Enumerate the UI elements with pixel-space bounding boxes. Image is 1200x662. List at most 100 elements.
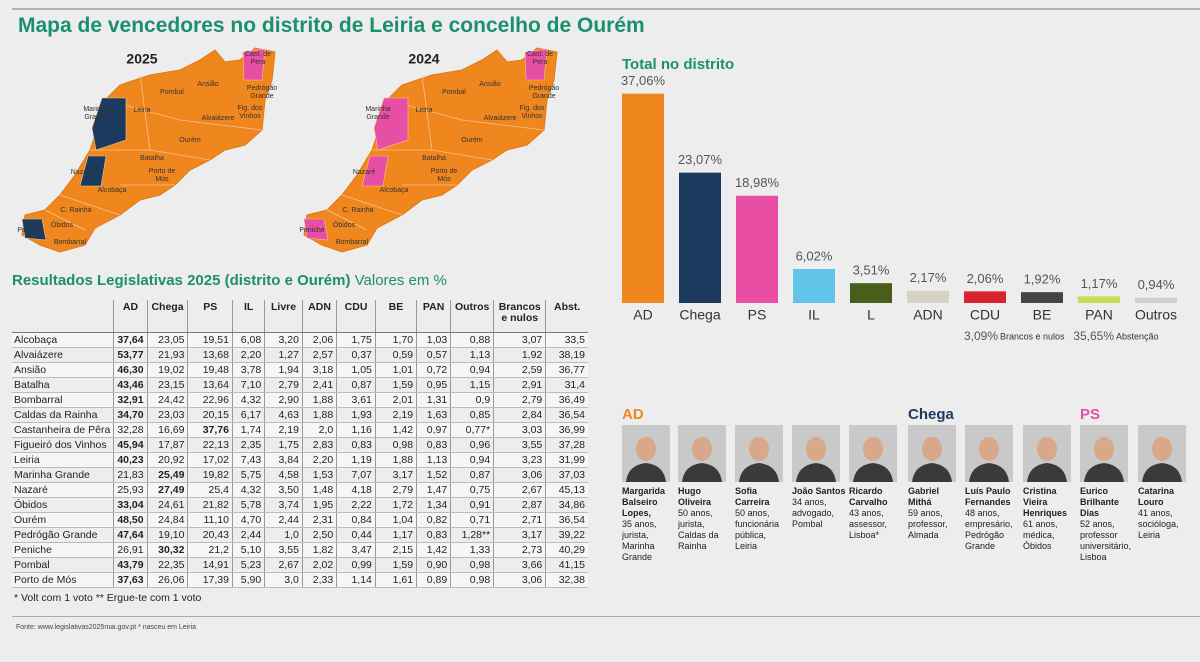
border	[149, 149, 211, 161]
cell: 7,10	[231, 377, 265, 393]
annotation-value: 35,65%	[1073, 329, 1114, 343]
photo	[849, 425, 897, 482]
cell: 37,03	[545, 467, 588, 483]
cell: 2,19	[374, 407, 417, 423]
cell: 1,93	[336, 407, 376, 423]
cell: 1,88	[301, 392, 337, 408]
cell: 1,53	[301, 467, 337, 483]
table-row: Óbidos 33,04 24,61 21,82 5,78 3,74 1,95 2,22 1,7…	[12, 497, 588, 513]
cell: 1,27	[264, 347, 303, 363]
value-label: 3,51%	[853, 263, 890, 278]
photo	[1023, 425, 1071, 482]
cell: 1,92	[493, 347, 546, 363]
cell: 37,76	[187, 422, 233, 438]
cell: 0,77*	[450, 422, 494, 438]
table-footnote: * Volt com 1 voto ** Ergue-te com 1 voto	[14, 592, 202, 604]
cell: 0,98	[450, 557, 494, 573]
region-label-line: Porto de	[431, 168, 458, 175]
cell: 2,44	[264, 512, 303, 528]
region-label-line: Grande	[366, 114, 389, 121]
bar	[793, 268, 835, 303]
region-label-line: Grande	[250, 93, 273, 100]
candidate-info: 41 anos, socióloga, Leiria	[1138, 508, 1179, 540]
region-label-line: Grande	[532, 93, 555, 100]
photo	[622, 425, 670, 482]
table-row: Ourém 48,50 24,84 11,10 4,70 2,44 2,31 0,84 1,04…	[12, 512, 588, 528]
cell: 7,07	[336, 467, 376, 483]
candidate: Ricardo Carvalho 43 anos, assessor, Lisbo…	[849, 425, 903, 541]
region-label: Bombarral	[336, 239, 369, 246]
cell: 4,70	[231, 512, 265, 528]
cell: 21,93	[146, 347, 188, 363]
cell: 40,23	[113, 452, 148, 468]
row-label: Batalha	[12, 377, 114, 393]
head	[863, 437, 883, 461]
cell: 7,43	[231, 452, 265, 468]
cell: 0,9	[450, 392, 494, 408]
shoulders	[969, 463, 1009, 482]
cell: 41,15	[545, 557, 588, 573]
bar	[679, 172, 721, 303]
cell: 0,37	[336, 347, 376, 363]
cell: 23,15	[146, 377, 188, 393]
cell: 4,32	[231, 482, 265, 498]
region-patch	[242, 48, 266, 81]
cell: 13,68	[187, 347, 233, 363]
column-header: IL	[231, 300, 265, 333]
row-label: Figueiró dos Vinhos	[12, 437, 114, 453]
cell: 34,86	[545, 497, 588, 513]
region-label: Óbidos	[333, 220, 356, 229]
region-label: Cast. de Pera	[245, 51, 271, 66]
candidate-info: 59 anos, professor, Almada	[908, 508, 948, 540]
row-label: Pombal	[12, 557, 114, 573]
cell: 1,28**	[450, 527, 494, 543]
cell: 3,17	[374, 467, 417, 483]
photo	[908, 425, 956, 482]
table-title: Resultados Legislativas 2025 (distrito e…	[12, 272, 351, 289]
top-rule	[12, 8, 1200, 10]
candidate-name: Margarida Balseiro Lopes,	[622, 486, 666, 518]
candidate-name: Luís Paulo Fernandes	[965, 486, 1011, 507]
chart-title: Total no distrito	[622, 56, 734, 73]
cell: 2,02	[301, 557, 337, 573]
cell: 1,15	[450, 377, 494, 393]
row-label: Nazaré	[12, 482, 114, 498]
cell: 3,03	[493, 422, 546, 438]
category-label: AD	[633, 307, 652, 323]
cell: 0,90	[416, 557, 451, 573]
candidate: Eurico Brilhante Dias 52 anos, professor …	[1080, 425, 1134, 563]
shoulders	[853, 463, 893, 482]
bar	[622, 93, 664, 304]
region-label-line: Grande	[84, 114, 107, 121]
region-label: Porto de Mós	[149, 168, 176, 183]
border	[59, 194, 121, 216]
table-row: Castanheira de Pêra 32,28 16,69 37,76 1,74 2,…	[12, 422, 588, 438]
region-label: C. Rainha	[342, 207, 373, 214]
candidate-info: 48 anos, empresário, Pedrógão Grande	[965, 508, 1013, 551]
cell: 0,84	[336, 512, 376, 528]
head	[636, 437, 656, 461]
value-label: 0,94%	[1138, 277, 1175, 292]
photo	[965, 425, 1013, 482]
cell: 24,42	[146, 392, 188, 408]
candidate-name: João Santos	[792, 486, 846, 496]
cell: 19,51	[187, 332, 233, 348]
cell: 2,67	[264, 557, 303, 573]
value-label: 2,17%	[910, 270, 947, 285]
cell: 24,61	[146, 497, 188, 513]
cell: 17,87	[146, 437, 188, 453]
cell: 13,64	[187, 377, 233, 393]
cell: 2,84	[493, 407, 546, 423]
table-row: Caldas da Rainha 34,70 23,03 20,15 6,17 4,63 1…	[12, 407, 588, 423]
table-row: Bombarral 32,91 24,42 22,96 4,32 2,90 1,88 3,61…	[12, 392, 588, 408]
head	[1037, 437, 1057, 461]
region-label: Alvaiázere	[202, 115, 235, 122]
cell: 1,42	[374, 422, 417, 438]
table-row: Leiria 40,23 20,92 17,02 7,43 3,84 2,20 1,19 1,8…	[12, 452, 588, 468]
cell: 32,38	[545, 572, 588, 588]
results-table: AD Chega PS IL Livre ADN CDU BE PAN Outros Brancos…	[12, 300, 588, 588]
shoulders	[739, 463, 779, 482]
table-row: Peniche 26,91 30,32 21,2 5,10 3,55 1,82 3,47 2,1…	[12, 542, 588, 558]
cell: 1,61	[374, 572, 417, 588]
annotation-text: Abstenção	[1116, 331, 1159, 341]
